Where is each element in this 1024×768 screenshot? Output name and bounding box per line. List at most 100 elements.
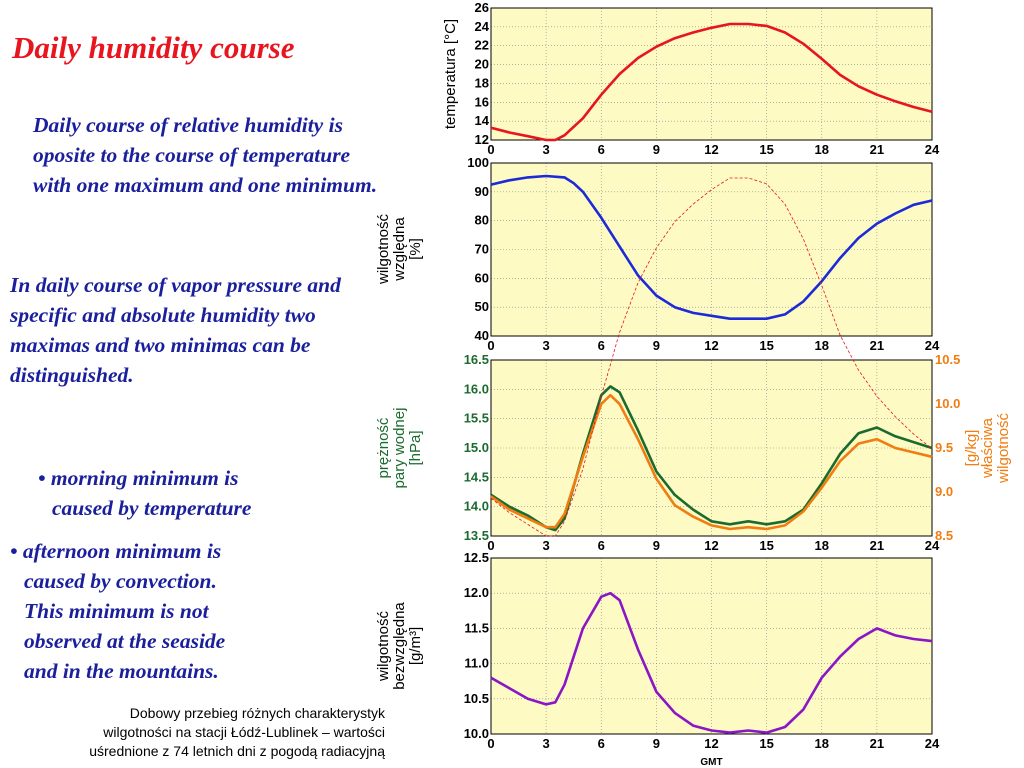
temperature-overlay-dashed-line xyxy=(490,177,933,537)
bullet-line: and in the mountains. xyxy=(24,659,219,683)
series-line xyxy=(490,174,933,321)
x-tick-label: 18 xyxy=(815,338,829,353)
y-axis-label-line: bezwzględna xyxy=(391,602,408,690)
y-tick-label: 80 xyxy=(475,213,489,228)
x-tick-label: 15 xyxy=(759,736,773,751)
y-tick-label: 60 xyxy=(475,270,489,285)
y-tick-label: 15.0 xyxy=(464,440,489,455)
x-tick-label: 12 xyxy=(704,736,718,751)
x-tick-label: 15 xyxy=(759,142,773,157)
y-tick-label: 15.5 xyxy=(464,411,489,426)
x-tick-label: 6 xyxy=(598,538,605,553)
plot-frame xyxy=(490,7,933,141)
y2-axis-label-line: wilgotność xyxy=(995,412,1012,484)
x-tick-label: 24 xyxy=(925,338,940,353)
bullet-line: observed at the seaside xyxy=(24,629,226,653)
y-tick-label: 10.5 xyxy=(464,691,489,706)
bullet-line: This minimum is not xyxy=(24,599,209,623)
x-tick-label: 6 xyxy=(598,736,605,751)
y2-tick-label: 10.0 xyxy=(935,396,960,411)
y-tick-label: 12.0 xyxy=(464,585,489,600)
x-tick-label: 24 xyxy=(925,142,940,157)
x-tick-label: 21 xyxy=(870,736,884,751)
y-axis-label-line: [hPa] xyxy=(407,430,424,465)
x-tick-label: 6 xyxy=(598,142,605,157)
x-tick-label: 12 xyxy=(704,538,718,553)
y-axis-label: temperatura [°C] xyxy=(442,19,459,129)
x-axis-label: GMT xyxy=(700,757,722,768)
x-tick-label: 18 xyxy=(815,736,829,751)
caption-line: uśrednione z 74 letnich dni z pogodą rad… xyxy=(89,743,385,759)
bullet-afternoon-minimum: • afternoon minimum is caused by convect… xyxy=(10,536,360,686)
slide-title: Daily humidity course xyxy=(12,30,295,65)
y-axis-label-line: temperatura [°C] xyxy=(442,19,459,129)
x-tick-label: 3 xyxy=(543,736,550,751)
paragraph-relative-humidity: Daily course of relative humidity is opo… xyxy=(33,113,378,197)
y-axis-label: wilgotność bezwzględna [g/m³] xyxy=(375,602,424,690)
y-axis-label: wilgotność względna [%] xyxy=(375,213,424,285)
x-tick-label: 0 xyxy=(487,338,494,353)
x-tick-label: 9 xyxy=(653,736,660,751)
plot-frame xyxy=(490,162,933,337)
y-axis-label-line: [%] xyxy=(407,238,424,260)
y-tick-label: 16.5 xyxy=(464,352,489,367)
x-tick-label: 0 xyxy=(487,736,494,751)
x-tick-label: 21 xyxy=(870,338,884,353)
y-tick-label: 24 xyxy=(475,19,490,34)
y-axis-label: prężność pary wodnej [hPa] xyxy=(375,408,424,489)
caption-line: wilgotności na stacji Łódź-Lublinek – wa… xyxy=(103,724,385,740)
y-tick-label: 14.0 xyxy=(464,499,489,514)
y2-axis-label-line: [g/kg] xyxy=(963,430,980,467)
plot-frame xyxy=(490,557,933,735)
y2-tick-label: 10.5 xyxy=(935,352,960,367)
bullet-line: • afternoon minimum is xyxy=(10,539,222,563)
y-tick-label: 22 xyxy=(475,38,489,53)
x-tick-label: 6 xyxy=(598,338,605,353)
y-tick-label: 13.5 xyxy=(464,528,489,543)
y-tick-label: 20 xyxy=(475,57,489,72)
y-axis-label-line: wilgotność xyxy=(375,610,392,682)
y-tick-label: 10.0 xyxy=(464,726,489,741)
y-axis-label-line: prężność xyxy=(375,417,392,478)
x-tick-label: 15 xyxy=(759,538,773,553)
y-tick-label: 12 xyxy=(475,132,489,147)
y-tick-label: 26 xyxy=(475,0,489,15)
y-axis-label-line: względna xyxy=(391,217,408,282)
x-tick-label: 21 xyxy=(870,142,884,157)
x-tick-label: 3 xyxy=(543,142,550,157)
bullet-line: caused by convection. xyxy=(24,569,217,593)
y-axis-label-line: [g/m³] xyxy=(407,627,424,665)
y-tick-label: 16.0 xyxy=(464,381,489,396)
y2-tick-label: 9.5 xyxy=(935,440,953,455)
series-line xyxy=(490,22,933,142)
y-axis-label-line: pary wodnej xyxy=(391,408,408,489)
x-tick-label: 24 xyxy=(925,736,940,751)
y-tick-label: 40 xyxy=(475,328,489,343)
y-tick-label: 100 xyxy=(467,155,489,170)
y-tick-label: 12.5 xyxy=(464,550,489,565)
y2-axis-label: [g/kg] właściwa wilgotność xyxy=(963,412,1012,484)
y2-axis-label-line: właściwa xyxy=(979,417,996,479)
x-tick-label: 0 xyxy=(487,142,494,157)
x-tick-label: 9 xyxy=(653,338,660,353)
x-tick-label: 0 xyxy=(487,538,494,553)
x-tick-label: 24 xyxy=(925,538,940,553)
bullet-line: caused by temperature xyxy=(52,496,252,520)
y2-tick-label: 8.5 xyxy=(935,528,953,543)
y-tick-label: 90 xyxy=(475,184,489,199)
series-line xyxy=(490,385,933,532)
series-line xyxy=(490,393,933,531)
figure-caption: Dobowy przebieg różnych charakterystyk w… xyxy=(10,704,385,761)
y-tick-label: 70 xyxy=(475,242,489,257)
x-tick-label: 18 xyxy=(815,142,829,157)
y-tick-label: 14.5 xyxy=(464,469,489,484)
x-tick-label: 15 xyxy=(759,338,773,353)
paragraph-vapor-pressure: In daily course of vapor pressure and sp… xyxy=(10,273,341,387)
x-tick-label: 21 xyxy=(870,538,884,553)
x-tick-label: 3 xyxy=(543,338,550,353)
bullet-morning-minimum: • morning minimum is caused by temperatu… xyxy=(38,463,378,523)
x-tick-label: 18 xyxy=(815,538,829,553)
y-tick-label: 14 xyxy=(475,113,490,128)
y-tick-label: 11.5 xyxy=(464,620,489,635)
